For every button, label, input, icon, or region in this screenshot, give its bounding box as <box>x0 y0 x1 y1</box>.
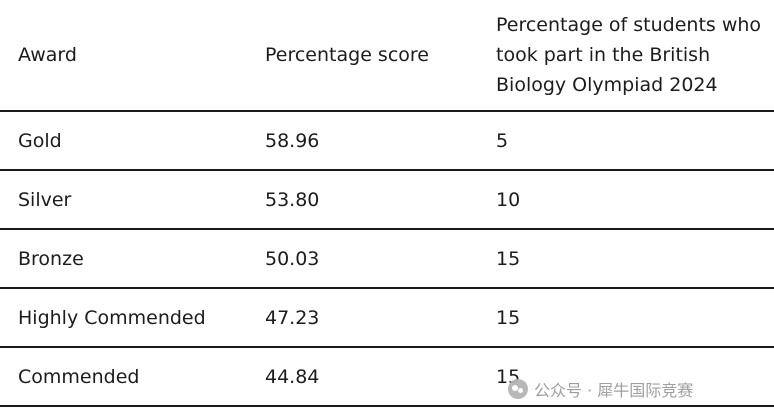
header-percentage-students: Percentage of students who took part in … <box>496 14 762 96</box>
wechat-logo-icon <box>508 379 528 399</box>
header-award: Award <box>18 44 77 66</box>
score-cell: 47.23 <box>265 306 320 329</box>
percentage-cell: 10 <box>496 188 521 211</box>
watermark: 公众号 · 犀牛国际竞赛 <box>508 372 693 406</box>
percentage-cell: 5 <box>496 129 509 152</box>
award-cell: Commended <box>18 365 140 388</box>
table-row: Highly Commended 47.23 15 <box>0 289 774 348</box>
table-header-row: Award Percentage score Percentage of stu… <box>0 0 774 112</box>
award-cell: Bronze <box>18 247 84 270</box>
header-percentage-score: Percentage score <box>265 44 429 66</box>
table-row: Gold 58.96 5 <box>0 112 774 171</box>
watermark-text: 公众号 · 犀牛国际竞赛 <box>534 381 694 400</box>
percentage-cell: 15 <box>496 247 521 270</box>
award-cell: Gold <box>18 129 62 152</box>
score-cell: 53.80 <box>265 188 320 211</box>
score-cell: 44.84 <box>265 365 320 388</box>
table-row: Silver 53.80 10 <box>0 171 774 230</box>
awards-table: Award Percentage score Percentage of stu… <box>0 0 774 407</box>
table-row: Bronze 50.03 15 <box>0 230 774 289</box>
award-cell: Highly Commended <box>18 306 206 329</box>
percentage-cell: 15 <box>496 306 521 329</box>
score-cell: 58.96 <box>265 129 320 152</box>
score-cell: 50.03 <box>265 247 320 270</box>
award-cell: Silver <box>18 188 72 211</box>
